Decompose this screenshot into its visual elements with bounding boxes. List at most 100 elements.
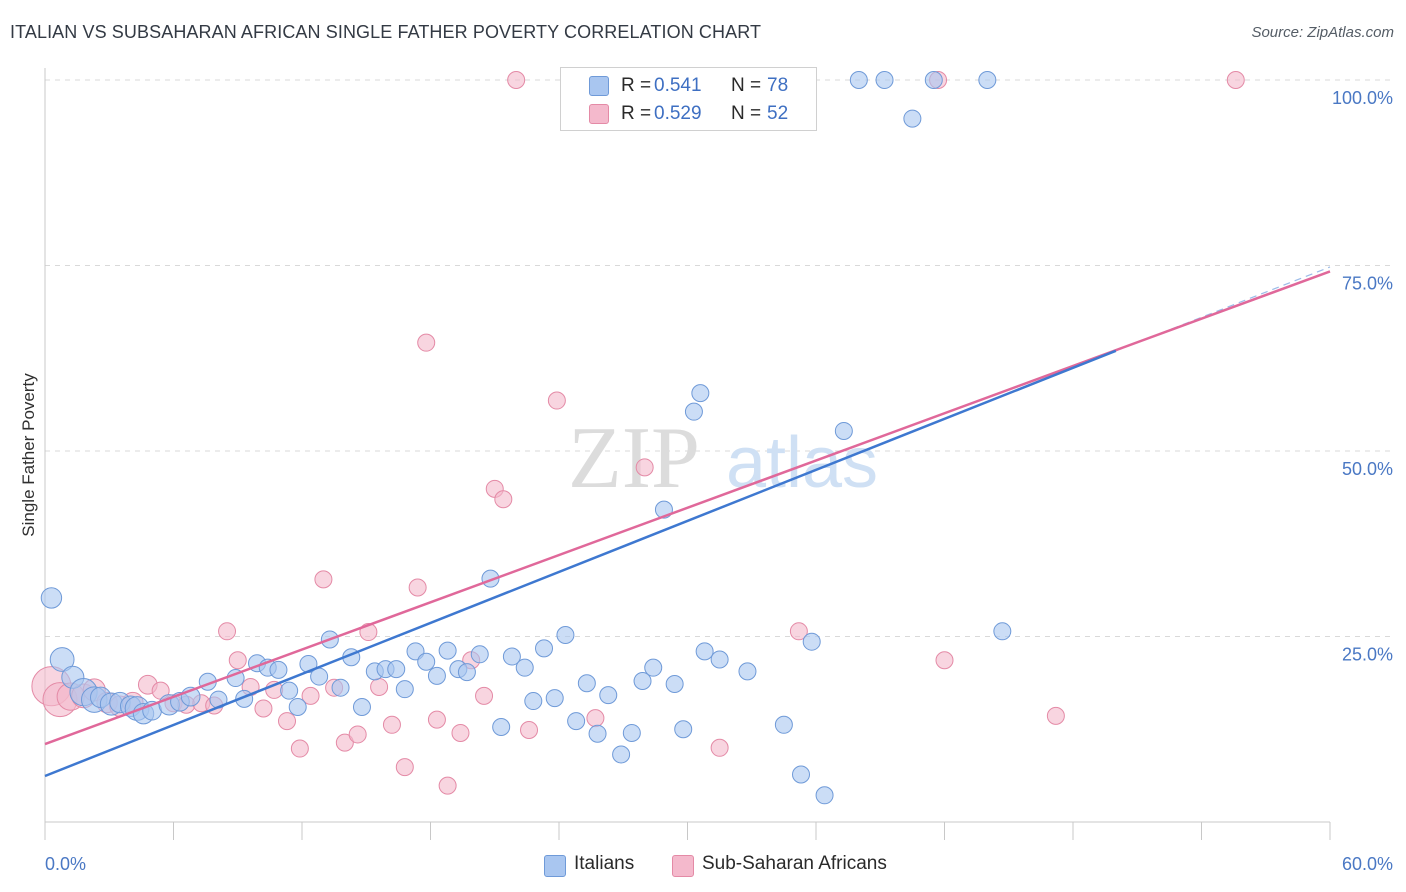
trend-lines — [44, 266, 1331, 778]
italian-point — [695, 642, 714, 661]
ssa-point — [395, 758, 414, 777]
italian-point — [875, 71, 894, 89]
italian-point — [802, 632, 821, 651]
italian-point — [665, 674, 684, 693]
italian-point — [545, 689, 564, 708]
ssa-swatch — [672, 855, 694, 877]
italian-point — [524, 692, 543, 711]
legend-row-ssa: R = 0.529 N = 52 — [561, 100, 816, 128]
ssa-point — [278, 712, 297, 731]
italian-point — [738, 662, 757, 681]
ssa-point — [586, 709, 605, 728]
legend-n-value: 78 — [767, 75, 789, 96]
ssa-point — [290, 739, 309, 758]
legend-label-italians: Italians — [574, 853, 635, 874]
source-credit: Source: ZipAtlas.com — [1251, 24, 1394, 41]
italian-point — [644, 658, 663, 677]
ssa-point — [254, 699, 273, 718]
ssa-point — [314, 570, 333, 589]
ssa-point — [438, 776, 457, 795]
italian-point — [674, 720, 693, 739]
italian-point — [691, 384, 710, 403]
chart-title: ITALIAN VS SUBSAHARAN AFRICAN SINGLE FAT… — [10, 22, 762, 42]
legend-r-label: R = — [621, 103, 652, 124]
italian-point — [40, 587, 63, 609]
ssa-point — [228, 651, 247, 670]
italian-point — [395, 680, 414, 699]
italian-point — [470, 645, 489, 664]
y-tick-label: 25.0% — [1342, 645, 1393, 665]
italian-point — [815, 786, 834, 805]
correlation-legend: R = 0.541 N = 78 R = 0.529 N = 52 — [560, 67, 817, 131]
italian-point — [612, 745, 631, 764]
ssa-point — [427, 710, 446, 729]
italian-point — [280, 681, 299, 700]
ssa-point — [417, 333, 436, 352]
ssa-trend-line — [44, 270, 1331, 746]
legend-row-italians: R = 0.541 N = 78 — [561, 72, 816, 100]
italian-point — [684, 402, 703, 421]
italian-point — [633, 672, 652, 691]
x-tick-label: 60.0% — [1342, 854, 1393, 874]
y-tick-label: 50.0% — [1342, 459, 1393, 479]
italian-point — [417, 652, 436, 671]
italian-point — [492, 718, 511, 737]
ssa-point — [520, 720, 539, 739]
y-tick-label: 75.0% — [1342, 274, 1393, 294]
ssa-point — [335, 733, 354, 752]
legend-r-value: 0.529 — [654, 103, 702, 124]
ssa-point — [475, 686, 494, 705]
italian-point — [438, 641, 457, 660]
italian-point — [924, 71, 943, 89]
ssa-point — [1226, 71, 1245, 89]
italian-point — [792, 765, 811, 784]
legend-r-label: R = — [621, 75, 652, 96]
italian-point — [331, 678, 350, 697]
italian-point — [352, 697, 371, 716]
italian-point — [599, 686, 618, 705]
italian-point — [993, 622, 1012, 641]
axes — [44, 68, 1331, 840]
italian-point — [269, 660, 288, 679]
ssa-point — [507, 71, 526, 89]
ssa-swatch — [589, 104, 609, 124]
legend-n-value: 52 — [767, 103, 789, 124]
ssa-point — [547, 391, 566, 410]
ssa-point — [382, 715, 401, 734]
watermark-atlas: atlas — [726, 423, 878, 503]
italian-point — [288, 697, 307, 716]
italian-point — [535, 639, 554, 658]
ssa-point — [218, 622, 237, 641]
y-axis-label: Single Father Poverty — [19, 373, 38, 537]
ssa-point — [935, 651, 954, 670]
ssa-point — [451, 723, 470, 742]
italian-point — [556, 626, 575, 645]
italian-point — [774, 715, 793, 734]
ssa-point — [635, 458, 654, 477]
ssa-point — [789, 622, 808, 641]
y-tick-label: 100.0% — [1332, 88, 1393, 108]
italian-point — [834, 421, 853, 440]
italian-point — [427, 666, 446, 685]
x-tick-label: 0.0% — [45, 854, 86, 874]
tick-labels: 25.0% 50.0% 75.0% 100.0% 0.0% 60.0% — [45, 88, 1393, 874]
italian-point — [849, 71, 868, 89]
ssa-point — [1046, 706, 1065, 725]
ssa-point — [348, 725, 367, 744]
italians-swatch — [589, 76, 609, 96]
italian-point — [710, 650, 729, 669]
italian-point — [49, 647, 75, 672]
italian-point — [457, 663, 476, 682]
ssa-point — [710, 738, 729, 757]
grid-lines — [45, 79, 1392, 637]
ssa-point — [370, 677, 389, 696]
italian-points — [40, 71, 1012, 805]
italian-point — [387, 660, 406, 679]
italian-point — [515, 658, 534, 677]
italians-swatch — [544, 855, 566, 877]
italian-point — [567, 712, 586, 731]
watermark-zip: ZIP — [568, 410, 700, 507]
legend-label-ssa: Sub-Saharan Africans — [702, 853, 887, 874]
italian-point — [903, 109, 922, 128]
